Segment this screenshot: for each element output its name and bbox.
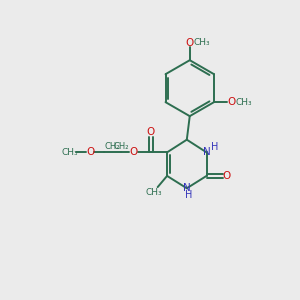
Text: N: N <box>203 147 211 157</box>
Text: CH₃: CH₃ <box>62 148 79 157</box>
Text: O: O <box>223 171 231 181</box>
Text: CH₃: CH₃ <box>146 188 162 197</box>
Text: H: H <box>184 190 192 200</box>
Text: O: O <box>185 38 194 47</box>
Text: N: N <box>183 183 191 193</box>
Text: O: O <box>147 127 155 137</box>
Text: H: H <box>211 142 218 152</box>
Text: O: O <box>129 147 138 158</box>
Text: O: O <box>86 147 94 158</box>
Text: CH₃: CH₃ <box>236 98 252 107</box>
Text: O: O <box>227 97 236 107</box>
Text: CH₃: CH₃ <box>193 38 210 47</box>
Text: CH₂: CH₂ <box>113 142 129 151</box>
Text: CH₂: CH₂ <box>104 142 120 151</box>
